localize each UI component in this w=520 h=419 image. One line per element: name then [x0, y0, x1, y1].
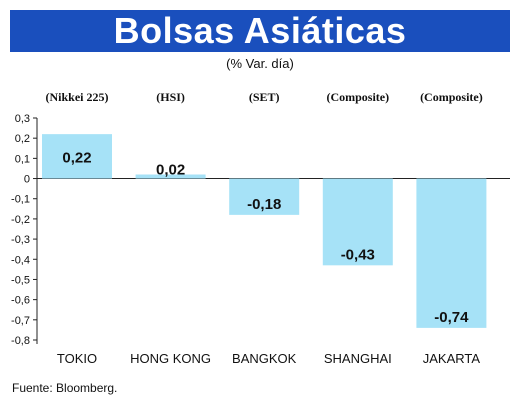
category-label: BANGKOK	[232, 351, 297, 366]
bar	[42, 134, 112, 179]
y-tick-label: -0,7	[11, 315, 30, 327]
y-tick-label: -0,8	[11, 335, 30, 347]
y-tick-label: -0,6	[11, 295, 30, 307]
title-bar: Bolsas Asiáticas	[10, 10, 510, 52]
data-label: 0,22	[62, 149, 91, 166]
y-tick-label: 0	[24, 174, 30, 186]
y-tick-label: 0,3	[15, 113, 30, 125]
bar	[135, 174, 206, 179]
category-label: HONG KONG	[130, 351, 211, 366]
data-label: 0,02	[156, 162, 185, 179]
index-label: (Composite)	[420, 90, 483, 104]
data-label: -0,74	[434, 309, 469, 326]
chart-title: Bolsas Asiáticas	[113, 10, 407, 51]
index-label: (SET)	[249, 90, 280, 104]
y-tick-label: -0,4	[11, 254, 30, 266]
y-tick-label: -0,2	[11, 214, 30, 226]
source-note: Fuente: Bloomberg.	[12, 381, 118, 395]
y-tick-label: -0,3	[11, 234, 30, 246]
bar	[229, 178, 300, 215]
index-label: (Nikkei 225)	[46, 90, 109, 104]
category-label: TOKIO	[57, 351, 97, 366]
category-label: SHANGHAI	[324, 351, 392, 366]
index-label: (HSI)	[156, 90, 185, 104]
y-tick-label: 0,1	[15, 153, 30, 165]
y-tick-label: 0,2	[15, 133, 30, 145]
data-label: -0,43	[341, 246, 375, 263]
bar	[322, 178, 393, 266]
y-tick-label: -0,5	[11, 274, 30, 286]
y-tick-label: -0,1	[11, 194, 30, 206]
data-label: -0,18	[247, 196, 281, 213]
bar	[416, 178, 487, 328]
category-label: JAKARTA	[423, 351, 481, 366]
chart-subtitle: (% Var. día)	[226, 56, 294, 71]
index-label: (Composite)	[326, 90, 389, 104]
